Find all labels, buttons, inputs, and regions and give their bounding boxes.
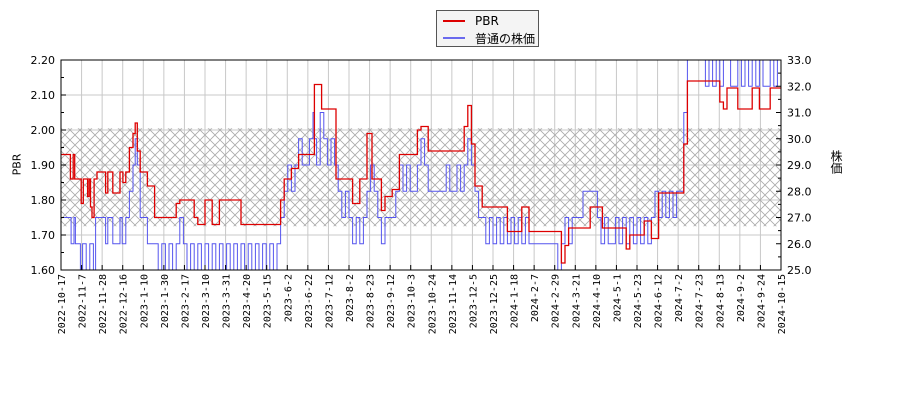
- svg-text:2024-2-29: 2024-2-29: [551, 274, 562, 328]
- y-axis-right-label: 株価: [829, 150, 843, 174]
- svg-text:2023-6-2: 2023-6-2: [283, 274, 294, 322]
- svg-text:32.0: 32.0: [787, 80, 812, 93]
- svg-text:1.60: 1.60: [31, 264, 56, 277]
- svg-text:2.00: 2.00: [31, 124, 56, 137]
- svg-text:2024-6-12: 2024-6-12: [654, 274, 665, 328]
- svg-text:33.0: 33.0: [787, 54, 812, 67]
- svg-text:25.0: 25.0: [787, 264, 812, 277]
- svg-text:2023-7-12: 2023-7-12: [324, 274, 335, 328]
- svg-text:2023-2-17: 2023-2-17: [180, 274, 191, 328]
- legend-label-price: 普通の株価: [475, 31, 536, 46]
- svg-text:2024-2-7: 2024-2-7: [530, 274, 541, 322]
- y-axis-left-label: PBR: [10, 153, 24, 176]
- svg-text:1.80: 1.80: [31, 194, 56, 207]
- svg-text:30.0: 30.0: [787, 133, 812, 146]
- svg-text:2024-9-2: 2024-9-2: [736, 274, 747, 322]
- svg-text:2024-8-13: 2024-8-13: [715, 274, 726, 328]
- x-axis: 2022-10-17 2022-11-7 2022-11-28 2022-12-16 2…: [57, 265, 788, 334]
- svg-text:2023-10-3: 2023-10-3: [407, 274, 418, 328]
- legend-item-pbr: PBR: [443, 13, 499, 29]
- svg-text:29.0: 29.0: [787, 159, 812, 172]
- svg-text:2024-9-24: 2024-9-24: [756, 274, 767, 328]
- svg-text:2023-6-22: 2023-6-22: [304, 274, 315, 328]
- svg-text:2023-12-25: 2023-12-25: [489, 274, 500, 334]
- svg-text:2023-8-23: 2023-8-23: [366, 274, 377, 328]
- svg-text:2024-3-21: 2024-3-21: [571, 274, 582, 328]
- legend: PBR 普通の株価: [436, 10, 539, 47]
- svg-text:2023-1-30: 2023-1-30: [160, 274, 171, 328]
- svg-text:2022-12-16: 2022-12-16: [119, 274, 130, 334]
- legend-label-pbr: PBR: [475, 14, 499, 28]
- legend-swatch-price: [443, 37, 465, 39]
- svg-text:2023-10-24: 2023-10-24: [427, 274, 438, 334]
- svg-text:2022-11-7: 2022-11-7: [78, 274, 89, 328]
- svg-text:2024-7-2: 2024-7-2: [674, 274, 685, 322]
- legend-swatch-pbr: [443, 20, 465, 22]
- svg-text:2023-11-14: 2023-11-14: [448, 274, 459, 334]
- svg-text:2022-11-28: 2022-11-28: [98, 274, 109, 334]
- y-axis-left: 1.60 1.70 1.80 1.90 2.00 2.10 2.20: [31, 54, 66, 277]
- svg-text:26.0: 26.0: [787, 238, 812, 251]
- svg-text:2023-8-2: 2023-8-2: [345, 274, 356, 322]
- svg-text:2024-5-23: 2024-5-23: [633, 274, 644, 328]
- svg-text:31.0: 31.0: [787, 107, 812, 120]
- y-axis-right: 25.0 26.0 27.0 28.0 29.0 30.0 31.0 32.0 33.0: [776, 54, 812, 277]
- series-pbr: [61, 80, 781, 264]
- svg-text:28.0: 28.0: [787, 185, 812, 198]
- svg-text:1.90: 1.90: [31, 159, 56, 172]
- svg-text:2023-12-5: 2023-12-5: [468, 274, 479, 328]
- svg-text:2023-1-10: 2023-1-10: [139, 274, 150, 328]
- svg-text:2023-5-15: 2023-5-15: [263, 274, 274, 328]
- svg-text:2024-5-1: 2024-5-1: [612, 274, 623, 322]
- svg-text:2024-10-15: 2024-10-15: [777, 274, 788, 334]
- svg-text:2022-10-17: 2022-10-17: [57, 274, 68, 334]
- svg-text:27.0: 27.0: [787, 212, 812, 225]
- svg-text:1.70: 1.70: [31, 229, 56, 242]
- svg-text:2.20: 2.20: [31, 54, 56, 67]
- svg-text:2.10: 2.10: [31, 89, 56, 102]
- svg-text:2023-3-10: 2023-3-10: [201, 274, 212, 328]
- svg-text:2024-7-23: 2024-7-23: [695, 274, 706, 328]
- svg-text:2024-4-10: 2024-4-10: [592, 274, 603, 328]
- legend-item-price: 普通の株価: [443, 30, 535, 46]
- svg-text:2024-1-18: 2024-1-18: [510, 274, 521, 328]
- svg-text:2023-3-31: 2023-3-31: [222, 274, 233, 328]
- svg-text:2023-9-12: 2023-9-12: [386, 274, 397, 328]
- svg-text:2023-4-20: 2023-4-20: [242, 274, 253, 328]
